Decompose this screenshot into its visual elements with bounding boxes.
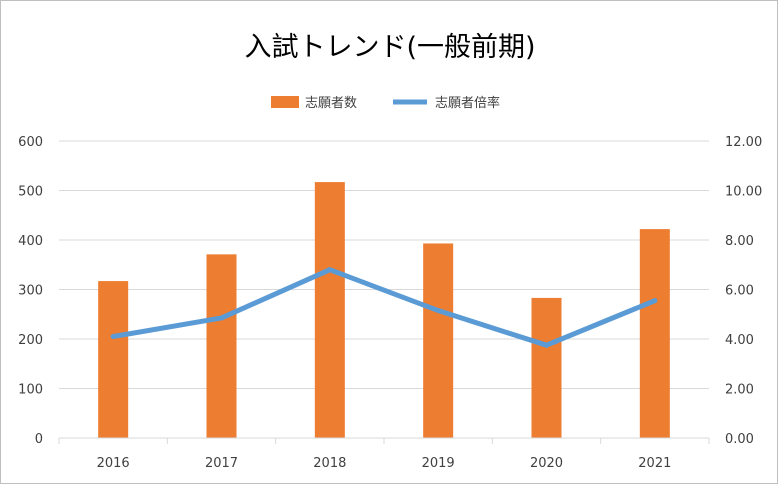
bar — [98, 281, 129, 438]
legend-swatch-bar — [271, 96, 299, 108]
legend-label-line: 志願者倍率 — [435, 95, 500, 111]
bar — [206, 254, 237, 438]
y-right-tick-label: 12.00 — [725, 135, 762, 150]
line-series — [110, 267, 658, 348]
legend: 志願者数 志願者倍率 — [271, 95, 500, 111]
line-point — [544, 342, 549, 348]
x-tick-label: 2017 — [205, 456, 238, 471]
line-point — [327, 267, 333, 273]
bar — [531, 297, 562, 438]
x-tick-label: 2019 — [422, 456, 455, 471]
line-point — [219, 315, 224, 321]
line-point — [652, 298, 658, 304]
y-right-tick-label: 4.00 — [725, 333, 754, 348]
x-tick-label: 2018 — [313, 456, 346, 471]
line-point — [435, 308, 441, 314]
y-left-tick-label: 600 — [18, 135, 43, 150]
x-tick-label: 2020 — [530, 456, 563, 471]
y-right-tick-label: 10.00 — [725, 185, 762, 200]
bar — [314, 182, 345, 438]
x-tick-label: 2021 — [638, 456, 671, 471]
gridlines — [59, 140, 709, 389]
y-left-tick-label: 500 — [18, 185, 43, 200]
legend-label-bar: 志願者数 — [305, 96, 357, 111]
line-point — [110, 334, 116, 340]
y-left-tick-label: 400 — [18, 234, 43, 249]
x-tick-label: 2016 — [97, 456, 130, 471]
y-left-tick-label: 100 — [18, 383, 43, 398]
bar-series — [98, 182, 670, 438]
x-axis: 2016 2017 2018 2019 2020 2021 — [58, 437, 710, 471]
y-left-tick-label: 300 — [18, 284, 43, 299]
y-left-tick-label: 200 — [18, 333, 43, 348]
y-axis-left: 0 100 200 300 400 500 600 — [18, 135, 43, 447]
y-right-tick-label: 0.00 — [725, 432, 754, 447]
line-path — [110, 267, 658, 348]
y-right-tick-label: 2.00 — [725, 383, 754, 398]
y-axis-right: 0.00 2.00 4.00 6.00 8.00 10.00 12.00 — [725, 135, 762, 447]
bar — [639, 229, 670, 438]
y-right-tick-label: 6.00 — [725, 284, 754, 299]
y-right-tick-label: 8.00 — [725, 234, 754, 249]
y-left-tick-label: 0 — [35, 432, 43, 447]
bar — [423, 243, 454, 438]
chart-title: 入試トレンド(一般前期) — [244, 32, 535, 63]
